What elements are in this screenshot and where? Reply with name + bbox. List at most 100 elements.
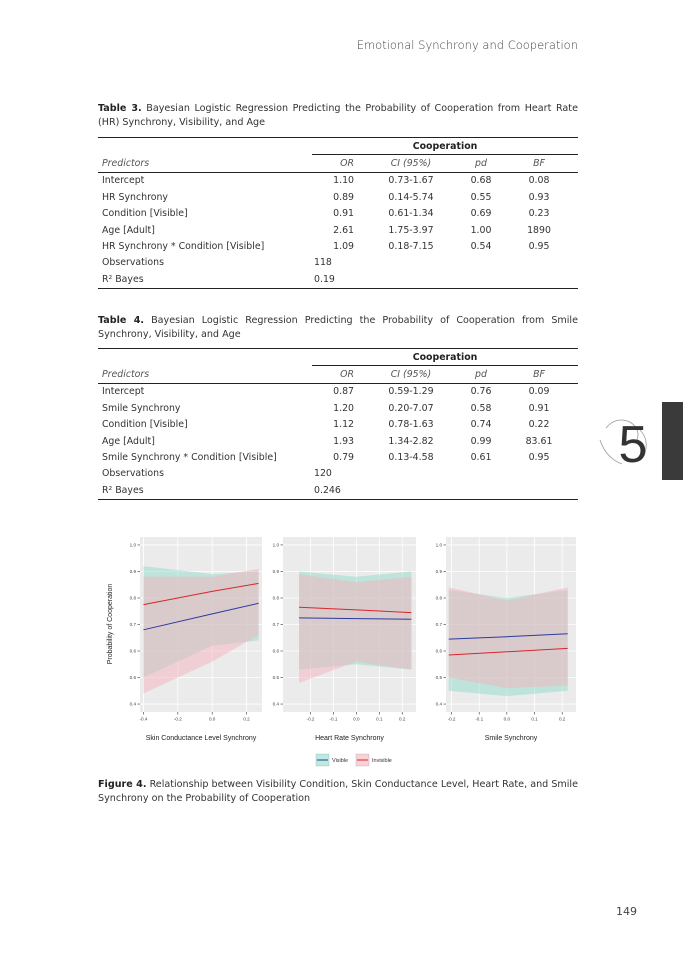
confidence-band xyxy=(299,574,412,683)
table-cell: 0.95 xyxy=(528,452,550,464)
table-cell: 0.61 xyxy=(470,452,492,464)
table-cell: Condition [Visible] xyxy=(102,208,188,220)
table-cell: 0.61-1.34 xyxy=(388,208,434,220)
table-cell: Condition [Visible] xyxy=(102,419,188,431)
table-cell: 0.13-4.58 xyxy=(388,452,434,464)
table-cell: Smile Synchrony xyxy=(102,402,181,414)
table-cell: 1.10 xyxy=(333,175,354,187)
x-tick-label: 0.1 xyxy=(376,717,383,722)
table-cell: 1.00 xyxy=(470,224,492,236)
table-row: Condition [Visible] 1.12 0.78-1.63 0.74 0.22 xyxy=(98,417,578,433)
table-cell: 1.09 xyxy=(333,241,354,253)
x-tick-label: -0.2 xyxy=(448,717,456,722)
table-row: HR Synchrony * Condition [Visible] 1.09 0.… xyxy=(98,238,578,254)
table-cell: 0.59-1.29 xyxy=(388,386,434,398)
y-tick-label: 1.0 xyxy=(436,543,443,548)
footer-value: 0.19 xyxy=(312,271,579,289)
table-label: Table 3. xyxy=(98,103,142,114)
column-header: CI (95%) xyxy=(360,365,462,384)
chapter-sketch xyxy=(599,419,647,465)
y-tick-label: 0.6 xyxy=(273,649,280,654)
footer-row: R² Bayes 0.246 xyxy=(98,482,579,500)
y-tick-label: 0.4 xyxy=(436,702,443,707)
page-number: 149 xyxy=(616,905,637,918)
table-cell: 0.95 xyxy=(528,241,550,253)
legend-label: Visible xyxy=(332,758,348,764)
table-cell: Age [Adult] xyxy=(102,435,155,447)
table: Cooperation Predictors OR CI (95%) pd BF Inter… xyxy=(98,136,579,289)
x-tick-label: -0.2 xyxy=(174,717,182,722)
legend-label: Invisible xyxy=(372,758,392,764)
footer-value: 118 xyxy=(314,257,332,269)
y-tick-label: 0.5 xyxy=(130,675,137,680)
footer-row: R² Bayes 0.19 xyxy=(98,271,579,289)
group-row: Cooperation xyxy=(98,136,579,156)
y-tick-label: 0.9 xyxy=(436,569,443,574)
fit-line xyxy=(143,582,259,606)
y-tick-label: 0.8 xyxy=(436,596,443,601)
confidence-band xyxy=(448,587,568,689)
table-caption-text: Bayesian Logistic Regression Predicting … xyxy=(98,103,578,128)
y-tick-label: 0.9 xyxy=(273,569,280,574)
y-tick-label: 0.4 xyxy=(130,702,137,707)
column-header: OR xyxy=(312,365,360,384)
table-cell: 0.87 xyxy=(333,386,354,398)
table-cell: 0.68 xyxy=(470,175,492,187)
x-axis-label: Skin Conductance Level Synchrony xyxy=(146,735,257,742)
table-cell: HR Synchrony * Condition [Visible] xyxy=(102,241,265,253)
table-cell: 1890 xyxy=(527,224,551,236)
column-header: CI (95%) xyxy=(360,154,462,173)
group-header: Cooperation xyxy=(312,136,579,156)
table-cell: 1.20 xyxy=(333,402,354,414)
table-cell: 83.61 xyxy=(525,435,553,447)
table-caption: Table 4. Bayesian Logistic Regression Pr… xyxy=(98,314,578,342)
fit-line xyxy=(143,602,259,631)
table-cell: 0.58 xyxy=(470,402,492,414)
y-tick-label: 0.5 xyxy=(273,675,280,680)
y-tick-label: 0.7 xyxy=(436,622,443,627)
table-cell: 0.20-7.07 xyxy=(388,402,434,414)
footer-label: Observations xyxy=(102,257,164,269)
table-cell: 0.73-1.67 xyxy=(388,175,434,187)
x-axis-label: Smile Synchrony xyxy=(485,735,538,742)
x-tick-label: 0.2 xyxy=(559,717,566,722)
table-cell: 0.91 xyxy=(333,208,354,220)
header-row: Predictors OR CI (95%) pd BF xyxy=(98,154,579,173)
table-caption: Table 3. Bayesian Logistic Regression Pr… xyxy=(98,102,578,130)
table-cell: 0.93 xyxy=(528,191,550,203)
footer-label: R² Bayes xyxy=(98,482,312,500)
footer-value: 0.246 xyxy=(312,482,579,500)
table-row: Intercept 0.87 0.59-1.29 0.76 0.09 xyxy=(98,383,578,400)
y-tick-label: 0.7 xyxy=(130,622,137,627)
x-tick-label: -0.1 xyxy=(475,717,483,722)
running-title: Emotional Synchrony and Cooperation xyxy=(356,38,578,52)
chapter-tab xyxy=(662,402,683,480)
table-row: Age [Adult] 1.93 1.34-2.82 0.99 83.61 xyxy=(98,433,578,449)
table-cell: 0.69 xyxy=(470,208,492,220)
column-header: pd xyxy=(462,154,500,173)
chapter-number: 5 xyxy=(619,416,648,474)
table-cell: 0.79 xyxy=(333,452,354,464)
table-cell: Intercept xyxy=(102,386,145,398)
table: Cooperation Predictors OR CI (95%) pd BF Inter… xyxy=(98,347,579,500)
table-cell: 2.61 xyxy=(333,224,354,236)
figure-caption-text: Relationship between Visibility Conditio… xyxy=(98,779,578,804)
footer-label: R² Bayes xyxy=(98,271,312,289)
table-cell: Smile Synchrony * Condition [Visible] xyxy=(102,452,277,464)
footer-row: Observations 120 xyxy=(98,466,578,482)
footer-label: Observations xyxy=(102,468,164,480)
table-cell: Intercept xyxy=(102,175,145,187)
table-cell: HR Synchrony xyxy=(102,191,168,203)
table-row: Intercept 1.10 0.73-1.67 0.68 0.08 xyxy=(98,172,578,189)
empty-cell xyxy=(98,347,312,366)
column-header: BF xyxy=(500,365,579,384)
group-header: Cooperation xyxy=(312,347,579,367)
y-tick-label: 0.6 xyxy=(436,649,443,654)
table-cell: 0.18-7.15 xyxy=(388,241,434,253)
column-header: BF xyxy=(500,154,579,173)
table-caption-text: Bayesian Logistic Regression Predicting … xyxy=(98,315,578,340)
column-header: Predictors xyxy=(98,154,312,173)
header-row: Predictors OR CI (95%) pd BF xyxy=(98,365,579,384)
table-cell: 0.78-1.63 xyxy=(388,419,434,431)
